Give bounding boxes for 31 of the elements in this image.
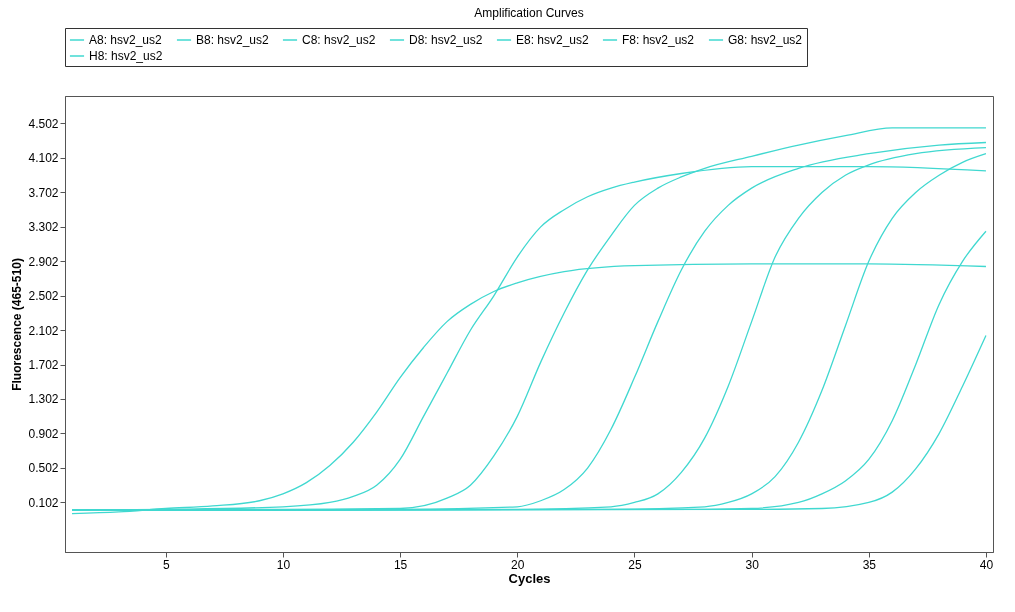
- x-tick-label: 10: [276, 557, 291, 572]
- y-tick-label: 2.502: [28, 289, 59, 304]
- y-tick-label: 0.102: [28, 495, 59, 510]
- legend-label: A8: hsv2_us2: [89, 33, 163, 47]
- x-tick-label: 35: [862, 557, 877, 572]
- x-tick-label: 15: [393, 557, 408, 572]
- y-tick-label: 3.702: [28, 185, 59, 200]
- legend-label: F8: hsv2_us2: [622, 33, 695, 47]
- x-tick-label: 40: [979, 557, 994, 572]
- y-tick-label: 4.502: [28, 116, 59, 131]
- x-tick-label: 5: [162, 557, 170, 572]
- x-tick-label: 30: [745, 557, 760, 572]
- legend-label: E8: hsv2_us2: [516, 33, 590, 47]
- legend-label: B8: hsv2_us2: [196, 33, 270, 47]
- legend-label: G8: hsv2_us2: [728, 33, 803, 47]
- y-tick-label: 4.102: [28, 151, 59, 166]
- legend-label: H8: hsv2_us2: [89, 49, 163, 63]
- y-tick-label: 2.102: [28, 323, 59, 338]
- y-tick-label: 1.302: [28, 392, 59, 407]
- legend-label: C8: hsv2_us2: [302, 33, 376, 47]
- x-axis-title: Cycles: [508, 570, 551, 586]
- x-tick-label: 20: [511, 557, 525, 572]
- y-tick-label: 3.302: [28, 220, 59, 235]
- y-axis-title: Fluorescence (465-510): [10, 258, 25, 391]
- y-tick-label: 1.702: [28, 358, 59, 373]
- y-tick-label: 2.902: [28, 254, 59, 269]
- y-tick-label: 0.502: [28, 461, 59, 476]
- y-tick-label: 0.902: [28, 426, 59, 441]
- x-tick-label: 25: [628, 557, 642, 572]
- chart-title: Amplification Curves: [474, 5, 584, 20]
- legend-label: D8: hsv2_us2: [409, 33, 483, 47]
